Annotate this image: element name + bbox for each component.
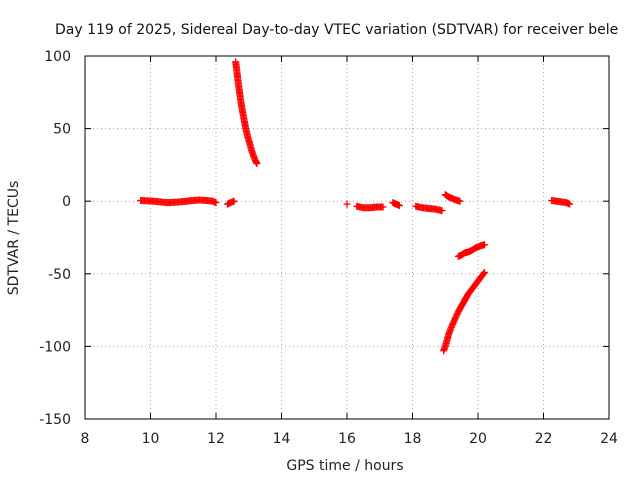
x-tick-label: 24 [600, 431, 618, 447]
data-point [230, 197, 238, 205]
y-tick-label: 50 [53, 122, 71, 138]
x-tick-label: 12 [207, 431, 225, 447]
chart-title: Day 119 of 2025, Sidereal Day-to-day VTE… [55, 22, 618, 38]
plot-area: 8 10 12 14 16 18 20 22 24 -150 -100 -50 0 50 100 [39, 49, 618, 447]
data-point [379, 203, 387, 211]
x-axis-label: GPS time / hours [286, 458, 403, 474]
y-tick-label: -100 [39, 339, 71, 355]
x-tick-label: 10 [142, 431, 160, 447]
y-tick-label: 0 [62, 194, 71, 210]
data-point [438, 207, 446, 215]
data-point [481, 241, 489, 249]
x-tick-label: 8 [81, 431, 90, 447]
y-axis-label: SDTVAR / TECUs [6, 181, 22, 296]
data-point [566, 200, 574, 208]
x-tick-label: 22 [535, 431, 553, 447]
data-point [395, 202, 403, 210]
data-point [456, 197, 464, 205]
x-tick-label: 14 [273, 431, 291, 447]
x-tick-label: 20 [469, 431, 487, 447]
y-tick-label: -50 [48, 267, 71, 283]
x-tick-label: 18 [404, 431, 422, 447]
data-point [212, 199, 220, 207]
data-point [253, 159, 261, 167]
x-tick-label: 16 [338, 431, 356, 447]
data-point [481, 268, 489, 276]
data-point [343, 200, 351, 208]
data-point [480, 269, 488, 277]
y-tick-label: 100 [44, 49, 71, 65]
y-tick-label: -150 [39, 412, 71, 428]
